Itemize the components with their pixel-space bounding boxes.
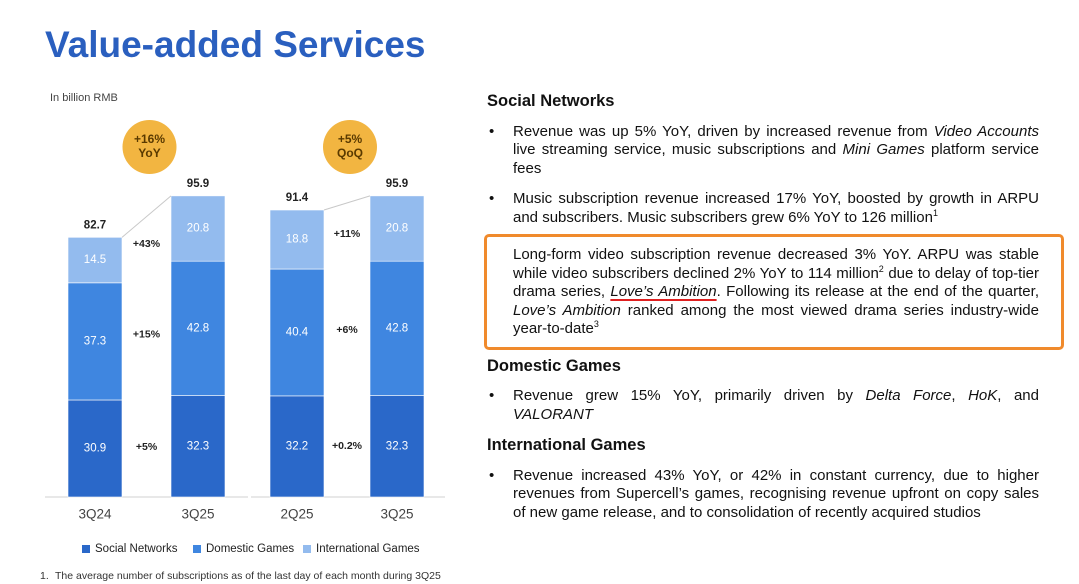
badge xyxy=(122,120,177,174)
legend-label: Domestic Games xyxy=(206,543,294,555)
text-run: Music subscription revenue increased 17%… xyxy=(513,190,1039,226)
text-run: 3 xyxy=(593,319,599,329)
segment-label: 42.8 xyxy=(386,322,408,334)
segment-label: 20.8 xyxy=(187,223,209,235)
legend-swatch xyxy=(82,545,90,553)
footnote: The average number of subscriptions as o… xyxy=(55,570,441,582)
text-run: Revenue increased 43% YoY, or 42% in con… xyxy=(513,466,1039,521)
bullet-item: Revenue was up 5% YoY, driven by increas… xyxy=(487,123,1039,179)
total-label: 82.7 xyxy=(84,219,106,231)
text-run: Love’s Ambition xyxy=(610,283,717,300)
text-run: . Following its release at the end of th… xyxy=(716,283,1039,300)
text-panel: Social Networks Revenue was up 5% YoY, dr… xyxy=(484,92,1064,534)
text-run: Love’s Ambition xyxy=(513,301,621,319)
text-run: HoK xyxy=(968,387,998,404)
text-run: Delta Force xyxy=(865,387,952,404)
legend-swatch xyxy=(303,545,311,553)
segment-label: 32.3 xyxy=(187,440,209,452)
bar-segment xyxy=(67,237,123,284)
legend-label: International Games xyxy=(316,543,420,555)
section-heading: Social Networks xyxy=(487,92,615,110)
text-run: 2 xyxy=(878,263,884,274)
text-run: Revenue grew 15% YoY, primarily driven b… xyxy=(513,387,866,404)
text-run: due to delay of top-tier drama series, xyxy=(513,264,1039,301)
text-run: platform service fees xyxy=(513,141,1039,177)
bar-segment xyxy=(170,195,226,262)
bullet-item: Music subscription revenue increased 17%… xyxy=(487,190,1039,227)
text-run: , and xyxy=(997,387,1039,404)
segment-label: 14.5 xyxy=(84,254,106,266)
bar-segment xyxy=(269,268,325,397)
segment-label: 40.4 xyxy=(286,326,309,338)
bar-segment xyxy=(170,395,226,498)
total-label: 95.9 xyxy=(187,178,209,190)
bar-segment xyxy=(269,395,325,498)
bullet-item: Revenue grew 15% YoY, primarily driven b… xyxy=(487,387,1039,424)
bar-segment xyxy=(170,260,226,396)
badge xyxy=(323,120,377,174)
change-label: +6% xyxy=(336,324,358,336)
text-run: 1 xyxy=(932,207,938,218)
highlight-paragraph: Long-form video subscription revenue dec… xyxy=(484,234,1064,350)
legend-swatch xyxy=(193,545,201,553)
connector xyxy=(323,195,371,211)
bullet-item: Revenue increased 43% YoY, or 42% in con… xyxy=(487,467,1039,523)
legend-label: Social Networks xyxy=(95,543,178,555)
text-run: , xyxy=(951,387,969,404)
segment-label: 42.8 xyxy=(187,322,209,334)
segment-label: 32.2 xyxy=(286,440,308,452)
text-run: Revenue was up 5% YoY, driven by increas… xyxy=(513,122,934,140)
bar-segment xyxy=(67,399,123,498)
text-run: VALORANT xyxy=(513,405,594,423)
text-run: live streaming service, music subscripti… xyxy=(513,141,843,158)
text-run: Video Accounts xyxy=(933,122,1039,140)
total-label: 95.9 xyxy=(386,178,408,190)
connector xyxy=(121,195,172,238)
segment-label: 18.8 xyxy=(286,234,308,246)
bar-segment xyxy=(369,195,425,262)
badge-text: QoQ xyxy=(337,146,363,160)
bar-segment xyxy=(369,260,425,396)
text-run: ranked among the most viewed drama serie… xyxy=(513,301,1039,338)
section-heading: Domestic Games xyxy=(487,356,621,375)
text-run: Mini Games xyxy=(842,141,925,158)
change-label: +11% xyxy=(334,228,361,240)
change-label: +0.2% xyxy=(332,440,363,452)
segment-label: 30.9 xyxy=(84,443,106,455)
badge-text: YoY xyxy=(138,146,160,160)
title: Value-added Services xyxy=(45,24,425,65)
x-tick-label: 3Q25 xyxy=(181,507,214,522)
unit-label: In billion RMB xyxy=(50,92,118,104)
segment-label: 32.3 xyxy=(386,440,408,452)
total-label: 91.4 xyxy=(286,192,309,204)
badge-text: +16% xyxy=(134,132,165,146)
chart: Value-added Services In billion RMB 1. T… xyxy=(40,24,445,582)
change-label: +43% xyxy=(133,238,161,250)
bar-segment xyxy=(269,209,325,270)
x-tick-label: 3Q25 xyxy=(380,507,413,522)
text-run: Long-form video subscription revenue dec… xyxy=(513,246,1039,282)
badge-text: +5% xyxy=(338,132,363,146)
segment-label: 37.3 xyxy=(84,335,106,347)
segment-label: 20.8 xyxy=(386,223,408,235)
footnote-number: 1. xyxy=(40,570,49,582)
section-heading: International Games xyxy=(487,436,646,454)
x-tick-label: 2Q25 xyxy=(280,507,313,522)
change-label: +15% xyxy=(133,329,161,341)
x-tick-label: 3Q24 xyxy=(78,507,112,522)
change-label: +5% xyxy=(136,441,158,453)
